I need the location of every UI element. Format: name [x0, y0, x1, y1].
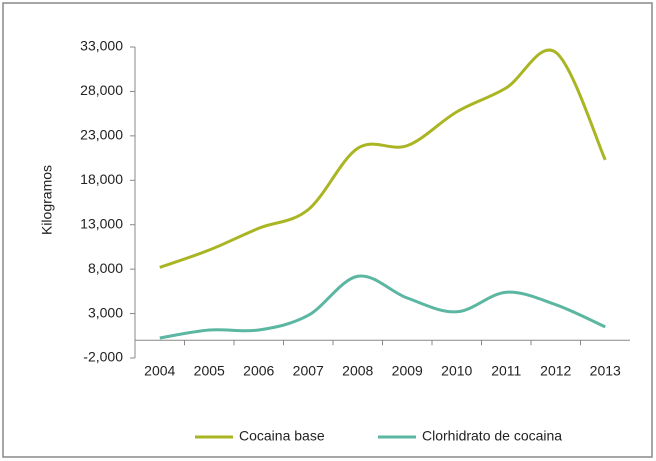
y-axis-label: Kilogramos — [39, 165, 55, 235]
x-tick-label: 2012 — [540, 363, 571, 379]
x-tick-label: 2013 — [590, 363, 621, 379]
y-tick-label: 13,000 — [80, 215, 123, 231]
y-tick-label: 28,000 — [80, 82, 123, 98]
x-tick-label: 2011 — [491, 363, 521, 379]
series-line — [159, 274, 606, 340]
series-line — [159, 48, 607, 269]
legend-label: Clorhidrato de cocaina — [422, 428, 562, 444]
x-tick-label: 2010 — [441, 363, 472, 379]
x-tick-label: 2005 — [194, 363, 225, 379]
x-tick-label: 2006 — [243, 363, 274, 379]
y-tick-label: 18,000 — [80, 171, 123, 187]
x-tick-label: 2008 — [342, 363, 373, 379]
x-tick-label: 2007 — [293, 363, 324, 379]
legend-label: Cocaina base — [239, 428, 325, 444]
y-tick-label: 23,000 — [80, 127, 123, 143]
x-tick-label: 2009 — [392, 363, 423, 379]
y-tick-label: -2,000 — [83, 349, 123, 365]
x-tick-label: 2004 — [144, 363, 175, 379]
y-tick-label: 33,000 — [80, 38, 123, 54]
y-tick-label: 3,000 — [88, 304, 123, 320]
y-tick-label: 8,000 — [88, 260, 123, 276]
